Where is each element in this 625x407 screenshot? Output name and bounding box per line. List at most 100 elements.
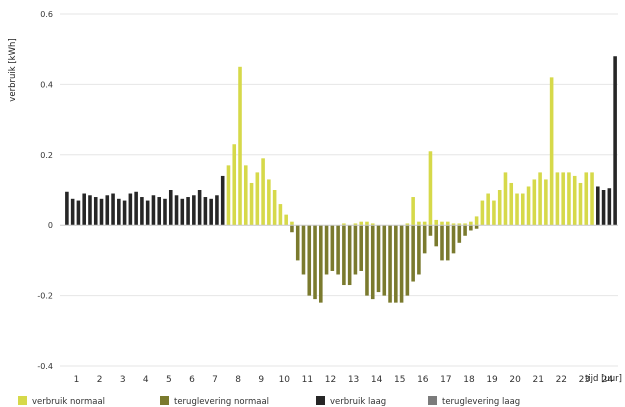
bar bbox=[463, 223, 467, 226]
x-tick-label: 2 bbox=[97, 375, 103, 385]
bar bbox=[445, 221, 450, 226]
bar bbox=[382, 225, 387, 296]
y-tick-label: 0.6 bbox=[40, 10, 53, 19]
x-tick-label: 10 bbox=[279, 375, 291, 385]
bar bbox=[445, 225, 450, 261]
y-tick-label: 0.4 bbox=[40, 80, 53, 89]
bar bbox=[480, 200, 485, 226]
bar bbox=[65, 191, 69, 226]
bar bbox=[145, 200, 150, 226]
bar bbox=[93, 197, 98, 226]
bar bbox=[520, 193, 525, 226]
bar bbox=[601, 190, 606, 226]
bar bbox=[99, 198, 104, 226]
bar bbox=[457, 223, 462, 226]
legend-label: teruglevering laag bbox=[442, 397, 520, 407]
bar bbox=[157, 197, 162, 226]
bar bbox=[365, 225, 369, 296]
bar bbox=[411, 225, 415, 282]
bar bbox=[440, 225, 444, 261]
bar bbox=[555, 172, 560, 226]
x-tick-label: 15 bbox=[394, 375, 405, 385]
bar bbox=[503, 172, 508, 226]
bar bbox=[613, 56, 617, 226]
x-tick-label: 8 bbox=[235, 375, 241, 385]
bar bbox=[117, 198, 121, 226]
bar bbox=[232, 144, 237, 226]
bar bbox=[267, 179, 271, 226]
bar bbox=[163, 198, 167, 226]
bar bbox=[399, 225, 404, 303]
bar bbox=[584, 172, 589, 226]
legend-swatch bbox=[316, 396, 325, 405]
bar bbox=[82, 193, 86, 226]
bar bbox=[549, 77, 554, 226]
x-tick-label: 17 bbox=[440, 375, 451, 385]
x-tick-label: 1 bbox=[74, 375, 80, 385]
bar bbox=[544, 179, 548, 226]
bar bbox=[434, 225, 439, 247]
legend-label: verbruik laag bbox=[330, 397, 386, 407]
x-tick-label: 19 bbox=[486, 375, 498, 385]
bar bbox=[578, 182, 583, 226]
bar bbox=[174, 195, 179, 226]
y-tick-label: 0 bbox=[48, 221, 53, 230]
bar bbox=[105, 195, 110, 226]
y-tick-labels: 0.6 0.4 0.2 0 -0.2 -0.4 bbox=[37, 10, 53, 371]
bar bbox=[243, 165, 248, 226]
x-tick-label: 5 bbox=[166, 375, 172, 385]
bar bbox=[359, 225, 363, 271]
bar bbox=[353, 225, 358, 275]
bar bbox=[255, 172, 260, 226]
bar bbox=[313, 225, 317, 300]
bar bbox=[76, 200, 81, 226]
x-tick-label: 7 bbox=[212, 375, 218, 385]
x-axis-title: tijd [uur] bbox=[585, 374, 622, 384]
bar bbox=[336, 225, 340, 275]
bar bbox=[572, 175, 577, 226]
bar bbox=[463, 225, 467, 236]
x-tick-label: 13 bbox=[348, 375, 359, 385]
x-tick-label: 20 bbox=[509, 375, 521, 385]
bar bbox=[365, 221, 369, 226]
bar bbox=[607, 188, 612, 226]
legend-swatch bbox=[160, 396, 169, 405]
grid-lines bbox=[60, 13, 618, 367]
y-axis-title: verbruik [kWh] bbox=[8, 38, 18, 101]
bar bbox=[122, 200, 127, 226]
x-tick-label: 9 bbox=[258, 375, 264, 385]
bar bbox=[215, 195, 219, 226]
bar bbox=[590, 172, 594, 226]
bar bbox=[428, 225, 433, 236]
bar bbox=[422, 221, 427, 226]
bar bbox=[561, 172, 565, 226]
x-tick-label: 11 bbox=[302, 375, 313, 385]
bar bbox=[134, 191, 138, 226]
legend-label: teruglevering normaal bbox=[174, 397, 269, 407]
bar bbox=[203, 197, 208, 226]
bar bbox=[180, 198, 185, 226]
bar bbox=[70, 198, 75, 226]
bar bbox=[486, 193, 490, 226]
bar bbox=[301, 225, 306, 275]
bar bbox=[469, 225, 473, 231]
bar bbox=[220, 175, 225, 226]
x-tick-label: 24 bbox=[602, 375, 614, 385]
bar bbox=[342, 223, 346, 226]
bar bbox=[140, 197, 144, 226]
y-tick-label: -0.2 bbox=[37, 292, 53, 301]
x-tick-label: 14 bbox=[371, 375, 383, 385]
y-tick-label: 0.2 bbox=[40, 151, 53, 160]
bar bbox=[186, 197, 190, 226]
legend-label: verbruik normaal bbox=[32, 397, 105, 407]
bar bbox=[319, 225, 323, 303]
bar bbox=[405, 225, 410, 296]
bar bbox=[440, 221, 444, 226]
bar bbox=[347, 225, 352, 286]
bar bbox=[451, 223, 456, 226]
bar bbox=[417, 225, 421, 275]
bar bbox=[474, 216, 479, 226]
bar bbox=[151, 195, 156, 226]
bar bbox=[532, 179, 537, 226]
